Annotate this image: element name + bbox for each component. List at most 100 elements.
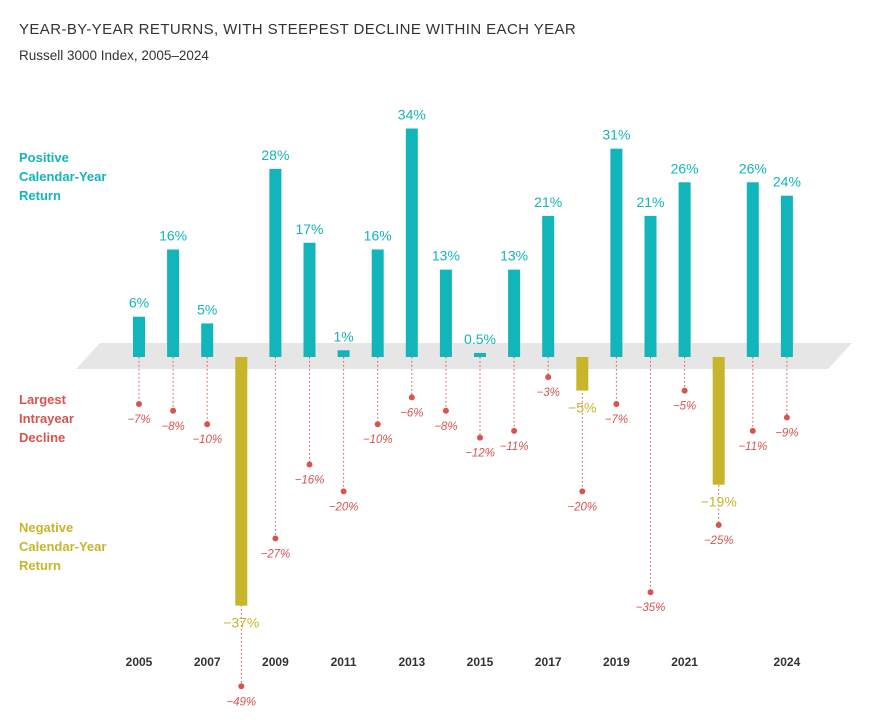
negative-label-line-2: Calendar-Year: [19, 539, 107, 554]
return-bar-2012: [371, 249, 384, 357]
return-label-2010: 17%: [295, 221, 323, 237]
return-bar-2019: [610, 148, 623, 357]
return-label-2016: 13%: [500, 248, 528, 264]
decline-label-2011: −20%: [329, 501, 359, 513]
return-bar-2005: [133, 316, 145, 357]
return-bar-2022: [712, 357, 725, 485]
decline-dot-2021: [681, 387, 688, 394]
x-tick-2015: 2015: [467, 655, 494, 669]
decline-label-line-3: Decline: [19, 430, 66, 445]
decline-dot-2012: [374, 421, 381, 428]
decline-dot-2023: [749, 427, 756, 434]
return-label-2015: 0.5%: [464, 331, 496, 347]
chart-subtitle: Russell 3000 Index, 2005–2024: [19, 48, 209, 63]
decline-label-2005: −7%: [127, 414, 150, 426]
decline-dot-2005: [136, 401, 142, 408]
positive-label-line-2: Calendar-Year: [19, 169, 107, 184]
return-label-2021: 26%: [671, 160, 699, 176]
return-label-2020: 21%: [636, 194, 664, 210]
return-bar-2010: [303, 242, 316, 357]
decline-dot-2013: [408, 394, 415, 401]
negative-label-line-1: Negative: [19, 520, 74, 535]
return-label-2012: 16%: [364, 227, 392, 243]
decline-dot-2006: [170, 407, 177, 414]
decline-label-2023: −11%: [738, 441, 767, 453]
x-tick-2013: 2013: [398, 655, 425, 669]
return-bar-2006: [167, 249, 180, 357]
return-label-2013: 34%: [398, 107, 426, 123]
decline-dot-2011: [340, 488, 347, 495]
return-label-2008: −37%: [223, 615, 259, 631]
decline-label-2017: −3%: [537, 387, 560, 399]
return-bar-2013: [405, 128, 418, 357]
decline-label-2006: −8%: [161, 421, 184, 433]
return-bar-2015: [474, 353, 486, 357]
negative-label-line-3: Return: [19, 558, 61, 573]
return-bar-2018: [576, 357, 589, 391]
return-label-2022: −19%: [701, 494, 737, 510]
return-bar-2009: [269, 168, 282, 357]
x-tick-2009: 2009: [262, 655, 289, 669]
decline-label-2008: −49%: [226, 696, 256, 708]
return-label-2007: 5%: [197, 301, 217, 317]
decline-label-2021: −5%: [673, 401, 696, 413]
return-label-2011: 1%: [333, 328, 353, 344]
decline-label-2012: −10%: [363, 434, 393, 446]
return-bar-2023: [746, 182, 759, 357]
return-label-2006: 16%: [159, 227, 187, 243]
largest-decline-label: Largest Intrayear Decline: [19, 390, 74, 447]
decline-label-2014: −8%: [434, 421, 457, 433]
x-tick-2024: 2024: [774, 655, 801, 669]
return-label-2023: 26%: [739, 160, 767, 176]
decline-label-2024: −9%: [775, 427, 798, 439]
return-bar-2021: [678, 182, 691, 357]
decline-label-2019: −7%: [605, 414, 628, 426]
decline-dot-2024: [783, 414, 790, 421]
return-label-2009: 28%: [261, 147, 289, 163]
decline-label-2022: −25%: [704, 535, 734, 547]
decline-dot-2010: [306, 461, 313, 468]
positive-return-label: Positive Calendar-Year Return: [19, 148, 106, 205]
return-label-2017: 21%: [534, 194, 562, 210]
decline-dot-2007: [204, 421, 211, 428]
decline-label-2007: −10%: [192, 434, 222, 446]
negative-return-label: Negative Calendar-Year Return: [19, 518, 106, 575]
decline-dot-2015: [477, 434, 483, 441]
x-tick-2019: 2019: [603, 655, 630, 669]
decline-label-2020: −35%: [636, 602, 666, 614]
return-bar-2007: [201, 323, 214, 357]
decline-label-line-1: Largest: [19, 392, 66, 407]
decline-dot-2020: [647, 589, 654, 596]
decline-dot-2018: [579, 488, 586, 495]
return-bar-2016: [508, 269, 521, 357]
return-label-2005: 6%: [129, 295, 149, 311]
x-tick-2005: 2005: [126, 655, 153, 669]
decline-label-2009: −27%: [261, 548, 291, 560]
x-tick-2011: 2011: [331, 655, 357, 669]
return-bar-2008: [235, 357, 248, 606]
decline-dot-2016: [511, 427, 518, 434]
x-tick-2007: 2007: [194, 655, 221, 669]
return-bar-2014: [439, 269, 452, 357]
return-bar-2024: [780, 195, 793, 357]
positive-label-line-1: Positive: [19, 150, 69, 165]
decline-dot-2014: [442, 407, 449, 414]
decline-dot-2022: [715, 522, 722, 528]
return-label-2014: 13%: [432, 248, 460, 264]
chart-title: YEAR-BY-YEAR RETURNS, WITH STEEPEST DECL…: [19, 21, 577, 38]
decline-label-2013: −6%: [400, 407, 423, 419]
return-label-2024: 24%: [773, 174, 801, 190]
return-label-2018: −5%: [568, 400, 596, 416]
return-bar-2011: [337, 350, 350, 357]
decline-label-2016: −11%: [500, 441, 529, 453]
return-bar-2017: [542, 215, 555, 357]
positive-label-line-3: Return: [19, 188, 61, 203]
decline-label-2018: −20%: [567, 501, 597, 513]
decline-label-2015: −12%: [465, 448, 495, 460]
decline-dot-2017: [545, 374, 552, 381]
decline-dot-2008: [238, 683, 245, 690]
decline-label-2010: −16%: [295, 475, 325, 487]
decline-dot-2019: [613, 401, 620, 408]
return-label-2019: 31%: [602, 127, 630, 143]
